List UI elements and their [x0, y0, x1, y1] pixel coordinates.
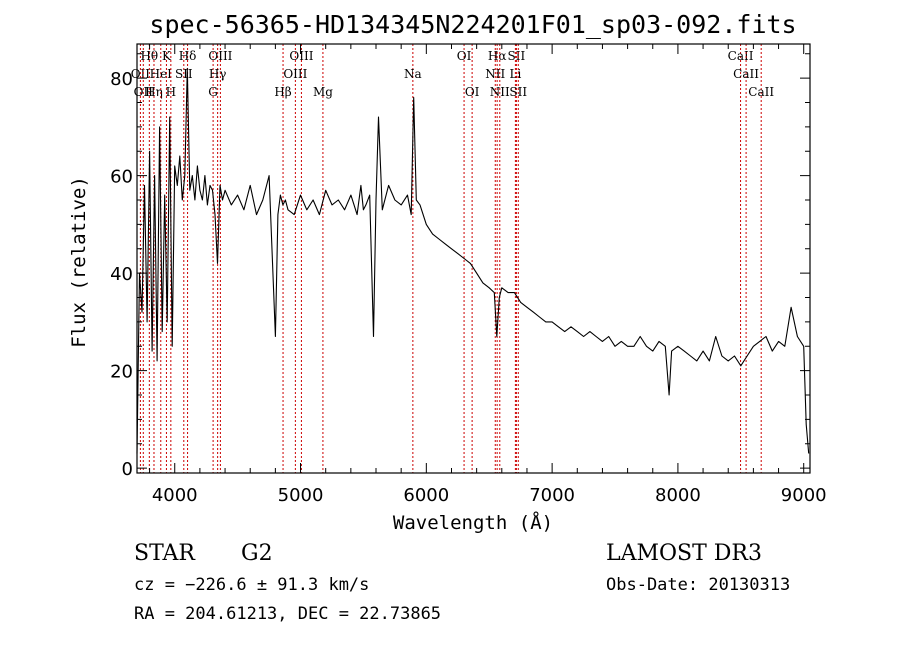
- spectral-line-label: NII: [490, 85, 510, 99]
- spectrum-data-layer: [136, 67, 810, 454]
- spectral-line-label: SII: [508, 49, 526, 63]
- x-tick-label: 5000: [278, 485, 324, 506]
- x-axis-label: Wavelength (Å): [393, 511, 553, 534]
- x-tick-label: 9000: [781, 485, 827, 506]
- ra-dec-value: RA = 204.61213, DEC = 22.73865: [134, 604, 442, 624]
- spectral-line-label: SII: [175, 67, 193, 81]
- spectral-line-label: NII: [485, 67, 505, 81]
- y-tick-label: 80: [110, 69, 133, 90]
- x-tick-label: 6000: [403, 485, 449, 506]
- spectral-line-label: Mg: [313, 85, 333, 99]
- spectral-line-label: CaII: [728, 49, 754, 63]
- plot-frame: [136, 43, 811, 474]
- spectral-line-label: SII: [509, 85, 527, 99]
- x-tick-label: 8000: [655, 485, 701, 506]
- spectral-line-label: Hδ: [179, 49, 197, 63]
- spectral-line-label: HeI: [150, 67, 173, 81]
- object-class: STAR: [134, 541, 195, 566]
- spectral-line-label: Hθ: [140, 49, 158, 63]
- spectral-line-label: OI: [465, 85, 480, 99]
- spectral-line-label: OIII: [289, 49, 313, 63]
- spectral-line-label: CaII: [733, 67, 759, 81]
- chart-title: spec-56365-HD134345N224201F01_sp03-092.f…: [149, 10, 796, 39]
- spectral-line-label: Li: [509, 67, 521, 81]
- x-tick-label: 4000: [152, 485, 198, 506]
- y-tick-label: 20: [110, 362, 133, 383]
- survey-name: LAMOST DR3: [606, 541, 762, 566]
- axes-layer: 4000 5000 6000 7000 8000 9000 0 20 40 60 80: [110, 44, 827, 506]
- spectral-line-label: Na: [404, 67, 422, 81]
- y-tick-label: 40: [110, 264, 133, 285]
- spectral-line-label: OII: [131, 67, 151, 81]
- spectral-line-label: Hβ: [274, 85, 291, 99]
- spectral-line-label: OII: [134, 85, 154, 99]
- spectrum-line: [136, 67, 810, 454]
- spectral-line-label: Hα: [488, 49, 507, 63]
- spectral-line-label: OIII: [283, 67, 307, 81]
- spectral-line-label: Hγ: [209, 67, 227, 81]
- spectral-line-label: G: [208, 85, 218, 99]
- object-subclass: G2: [241, 541, 273, 566]
- spectral-line-label: OIII: [208, 49, 232, 63]
- spectral-line-label: H: [166, 85, 176, 99]
- obs-date: Obs-Date: 20130313: [606, 575, 791, 595]
- x-tick-label: 7000: [529, 485, 575, 506]
- y-axis-label: Flux (relative): [68, 176, 90, 348]
- spectral-line-label: K: [162, 49, 172, 63]
- y-tick-label: 0: [122, 459, 133, 480]
- y-tick-label: 60: [110, 167, 133, 188]
- spectral-line-label: OI: [457, 49, 472, 63]
- spectral-line-label: Hη: [145, 85, 163, 99]
- cz-value: cz = −226.6 ± 91.3 km/s: [134, 575, 370, 595]
- spectral-lines-layer: OII OII Hθ Hη HeI K H SII Hδ G Hγ OIII Hβ OIII OIII Mg N…: [131, 44, 774, 473]
- spectral-line-label: CaII: [748, 85, 774, 99]
